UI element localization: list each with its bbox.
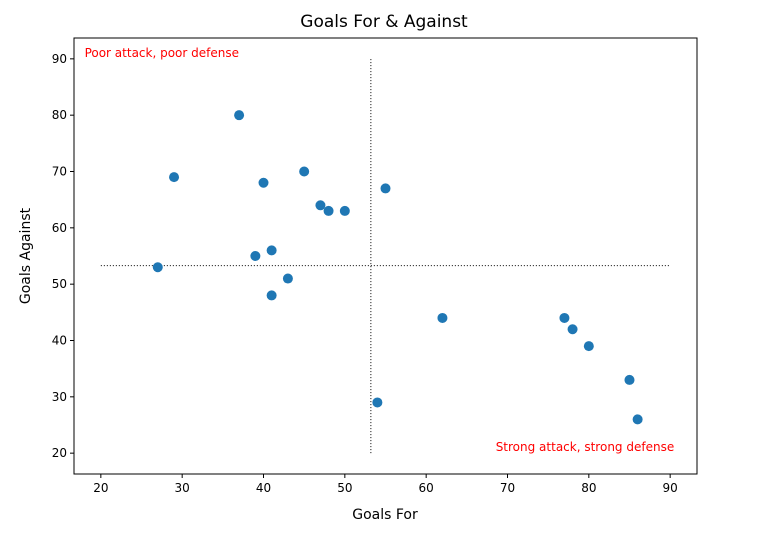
plot-area [73, 37, 698, 475]
y-tick-label: 60 [52, 221, 67, 235]
data-point [559, 312, 570, 323]
y-tick-label: 40 [52, 333, 67, 347]
y-tick-label: 90 [52, 52, 67, 66]
data-point [583, 341, 594, 352]
x-tick-label: 20 [93, 481, 108, 495]
annotation-text: Poor attack, poor defense [85, 46, 239, 60]
data-point [282, 273, 293, 284]
data-point [266, 245, 277, 256]
x-axis-label: Goals For [352, 507, 418, 523]
x-tick-label: 70 [500, 481, 515, 495]
data-point [380, 183, 391, 194]
y-tick-label: 70 [52, 165, 67, 179]
data-point [624, 374, 635, 385]
data-point [372, 397, 383, 408]
reference-lines [100, 58, 671, 454]
y-axis-ticks: 20 30 40 50 60 70 80 90 [52, 52, 74, 460]
y-tick-label: 20 [52, 446, 67, 460]
data-point [567, 324, 578, 335]
data-point [266, 290, 277, 301]
data-point [632, 414, 643, 425]
data-point [234, 110, 245, 121]
y-tick-label: 50 [52, 277, 67, 291]
x-tick-label: 60 [419, 481, 434, 495]
data-point [437, 312, 448, 323]
data-point [315, 200, 326, 211]
data-point [258, 177, 269, 188]
data-point [299, 166, 310, 177]
data-point [152, 262, 163, 273]
annotations: Poor attack, poor defense Strong attack, … [85, 46, 675, 454]
x-axis-ticks: 20 30 40 50 60 70 80 90 [93, 474, 678, 495]
annotation-text: Strong attack, strong defense [496, 440, 675, 454]
data-point [169, 172, 180, 183]
y-axis-label: Goals Against [18, 207, 34, 304]
data-point [250, 251, 261, 261]
data-point [323, 205, 334, 216]
chart-title: Goals For & Against [300, 12, 468, 32]
data-point [339, 205, 350, 216]
y-tick-label: 30 [52, 390, 67, 404]
y-tick-label: 80 [52, 108, 67, 122]
data-points [152, 110, 643, 425]
x-tick-label: 30 [175, 481, 190, 495]
x-tick-label: 40 [256, 481, 271, 495]
x-tick-label: 80 [581, 481, 596, 495]
x-tick-label: 90 [663, 481, 678, 495]
x-tick-label: 50 [337, 481, 352, 495]
